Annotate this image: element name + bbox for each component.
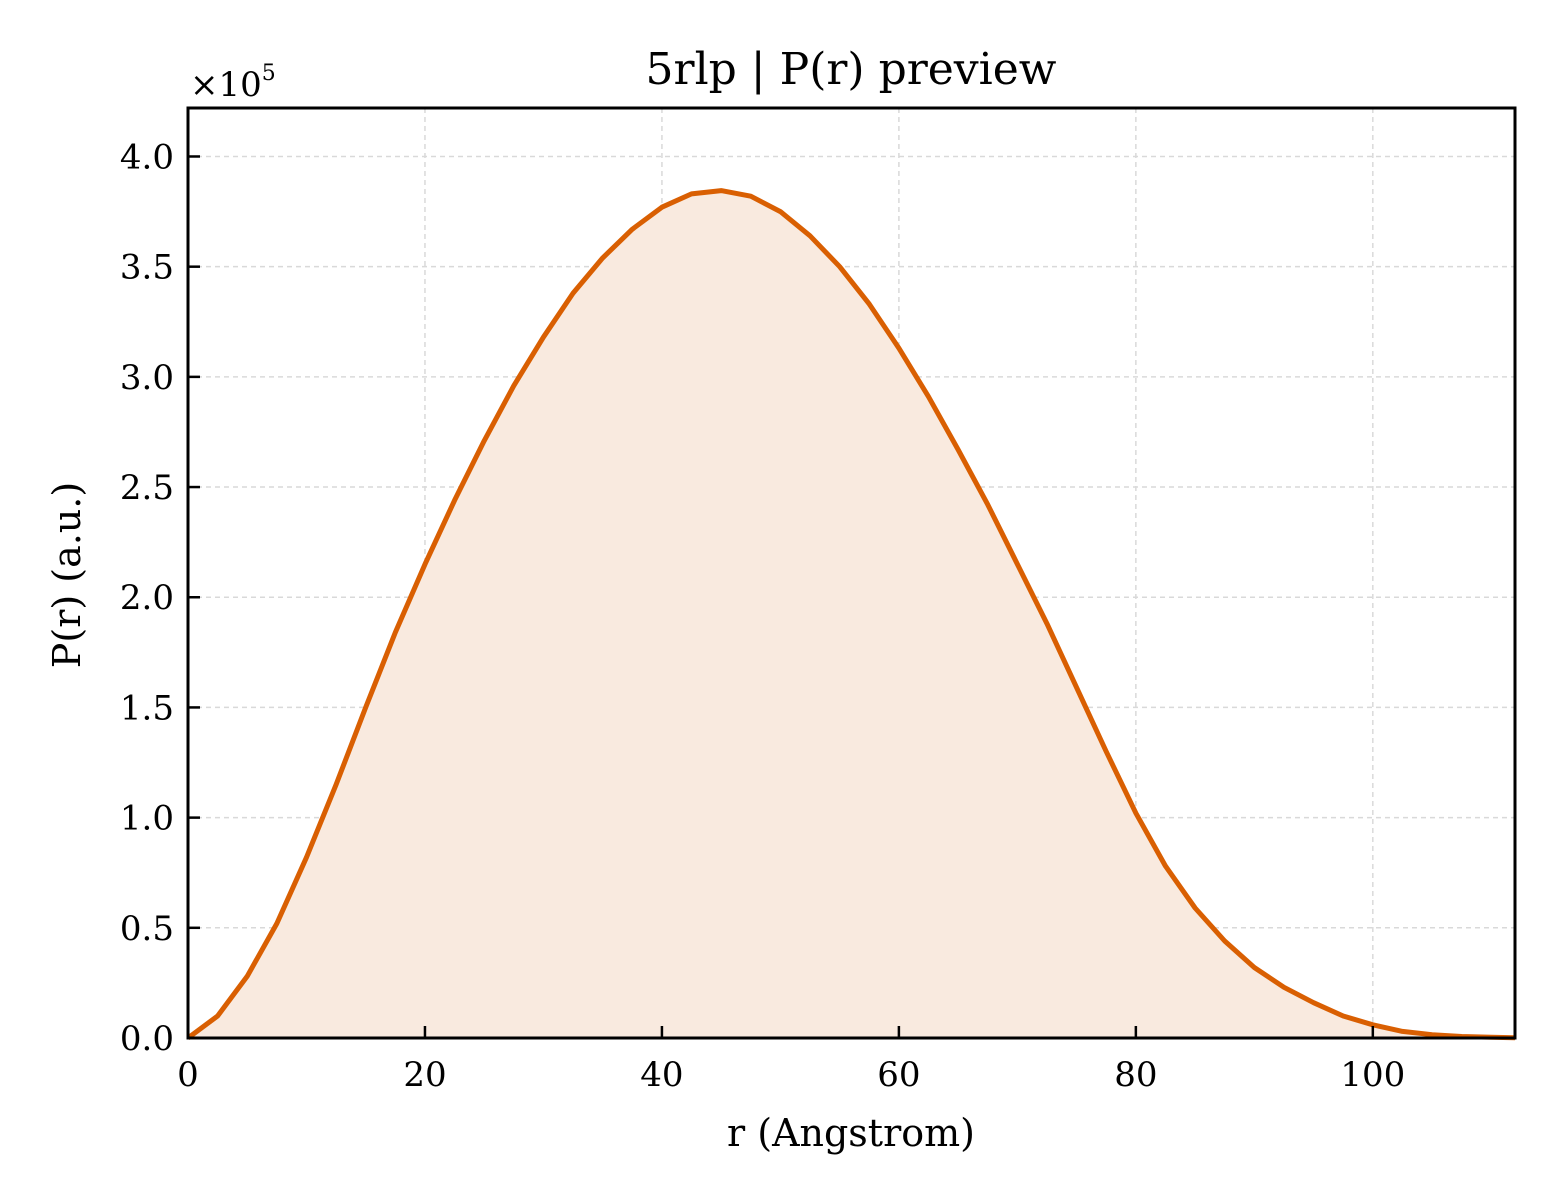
x-tick-label: 80 bbox=[1114, 1055, 1157, 1095]
y-tick-label: 0.5 bbox=[120, 909, 174, 949]
y-tick-label: 3.0 bbox=[120, 358, 174, 398]
x-axis-ticks: 0 20 40 60 80 100 bbox=[177, 1026, 1405, 1095]
y-axis-label: P(r) (a.u.) bbox=[45, 482, 89, 668]
y-multiplier-base: ×10 bbox=[190, 65, 262, 105]
plot-frame bbox=[186, 106, 1517, 1040]
y-tick-label: 3.5 bbox=[120, 248, 174, 288]
x-axis-label: r (Angstrom) bbox=[727, 1111, 975, 1155]
y-tick-label: 2.5 bbox=[120, 468, 174, 508]
x-tick-label: 0 bbox=[177, 1055, 199, 1095]
area-fill bbox=[188, 190, 1515, 1039]
y-multiplier: ×105 bbox=[190, 61, 276, 105]
x-tick-label: 100 bbox=[1340, 1055, 1405, 1095]
series-line bbox=[186, 188, 1516, 1041]
y-tick-label: 2.0 bbox=[120, 578, 174, 618]
y-tick-label: 4.0 bbox=[120, 137, 174, 177]
y-axis-ticks: 0.0 0.5 1.0 1.5 2.0 2.5 3.0 3.5 4.0 bbox=[120, 137, 200, 1059]
y-tick-label: 0.0 bbox=[120, 1019, 174, 1059]
x-tick-label: 20 bbox=[403, 1055, 446, 1095]
y-multiplier-exponent: 5 bbox=[262, 61, 276, 86]
x-tick-label: 40 bbox=[640, 1055, 683, 1095]
y-tick-label: 1.5 bbox=[120, 688, 174, 728]
y-tick-label: 1.0 bbox=[120, 799, 174, 839]
x-tick-label: 60 bbox=[877, 1055, 920, 1095]
chart-title: 5rlp | P(r) preview bbox=[646, 44, 1057, 95]
